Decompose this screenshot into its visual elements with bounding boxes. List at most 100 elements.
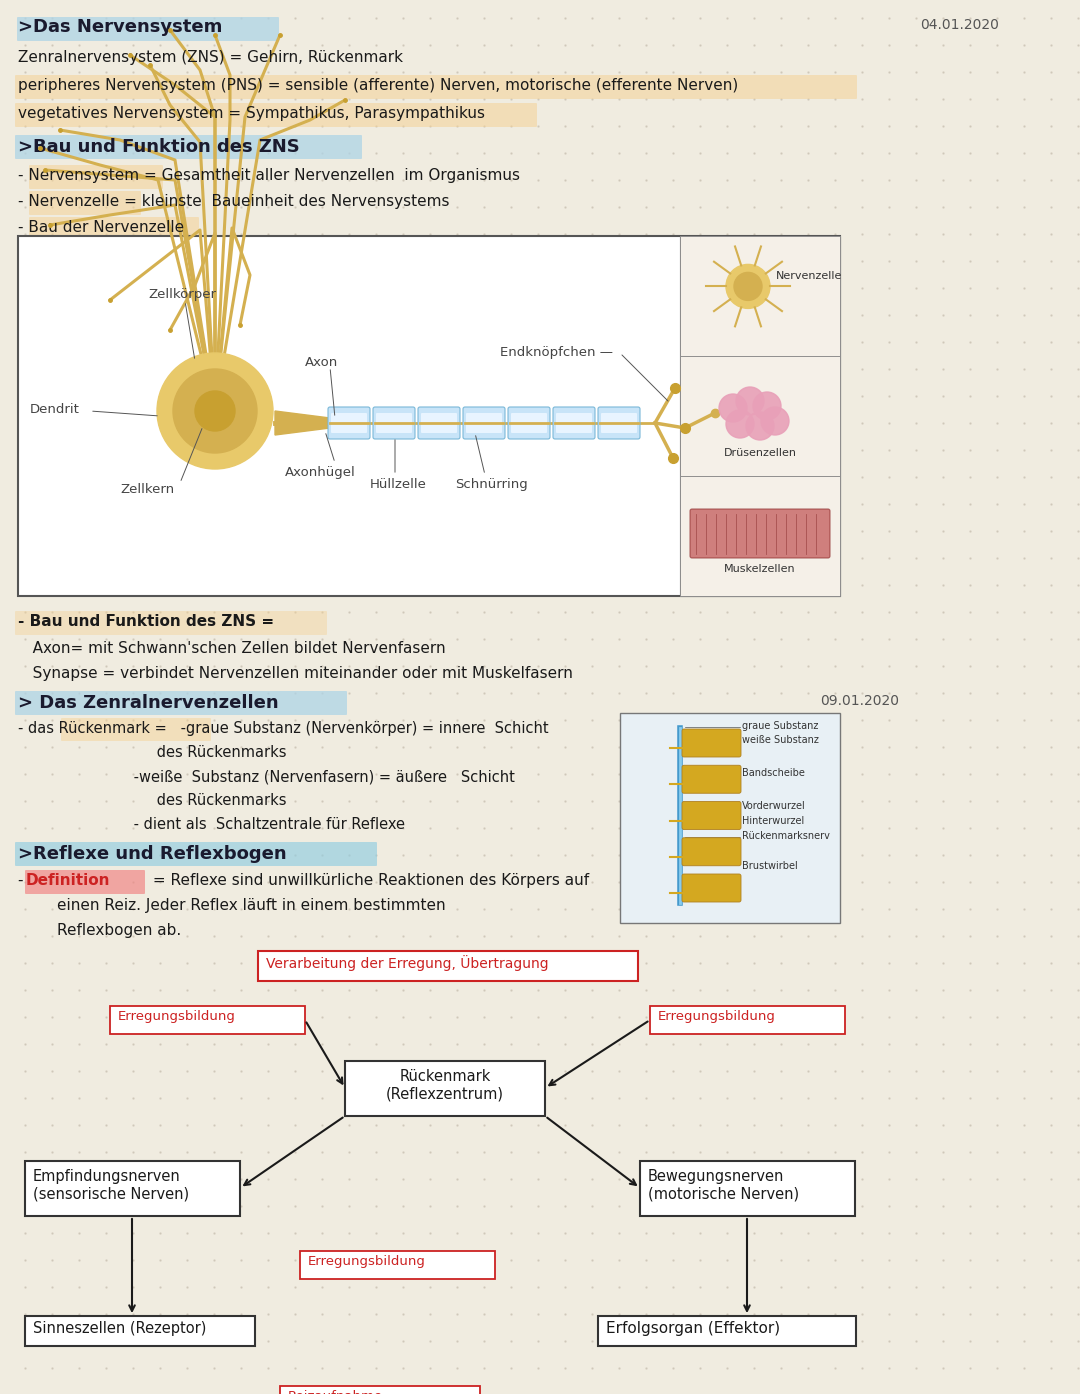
FancyBboxPatch shape [15,75,858,99]
Text: Endknöpfchen —: Endknöpfchen — [500,346,613,360]
Text: 04.01.2020: 04.01.2020 [920,18,999,32]
FancyBboxPatch shape [553,407,595,439]
Text: Bewegungsnerven
(motorische Nerven): Bewegungsnerven (motorische Nerven) [648,1170,799,1202]
Text: Vorderwurzel: Vorderwurzel [742,802,806,811]
Text: Rückenmarksnerv: Rückenmarksnerv [742,831,829,841]
Text: des Rückenmarks: des Rückenmarks [18,793,286,809]
Text: Zenralnervensystem (ZNS) = Gehirn, Rückenmark: Zenralnervensystem (ZNS) = Gehirn, Rücke… [18,50,403,66]
FancyBboxPatch shape [18,236,840,597]
Text: Bandscheibe: Bandscheibe [742,768,805,778]
Circle shape [734,272,762,300]
Circle shape [761,407,789,435]
FancyBboxPatch shape [373,407,415,439]
Text: Drüsenzellen: Drüsenzellen [724,447,797,459]
FancyBboxPatch shape [330,413,367,434]
Text: Erfolgsorgan (Effektor): Erfolgsorgan (Effektor) [606,1322,780,1335]
FancyBboxPatch shape [376,413,411,434]
Text: Rückenmark
(Reflexzentrum): Rückenmark (Reflexzentrum) [386,1069,504,1101]
FancyBboxPatch shape [465,413,502,434]
FancyBboxPatch shape [15,842,377,866]
FancyBboxPatch shape [25,1316,255,1347]
Circle shape [726,410,754,438]
Text: Reizaufnahme: Reizaufnahme [288,1390,383,1394]
FancyBboxPatch shape [681,838,741,866]
Text: Verarbeitung der Erregung, Übertragung: Verarbeitung der Erregung, Übertragung [266,955,549,972]
Text: -weiße  Substanz (Nervenfasern) = äußere   Schicht: -weiße Substanz (Nervenfasern) = äußere … [18,769,515,783]
Text: graue Substanz: graue Substanz [742,721,819,730]
Text: des Rückenmarks: des Rückenmarks [18,744,286,760]
Text: Reflexbogen ab.: Reflexbogen ab. [18,923,181,938]
Text: - das Rückenmark =   -graue Substanz (Nervenkörper) = innere  Schicht: - das Rückenmark = -graue Substanz (Nerv… [18,721,549,736]
FancyBboxPatch shape [556,413,592,434]
FancyBboxPatch shape [60,718,211,742]
Text: Dendrit: Dendrit [30,403,80,415]
Text: einen Reiz. Jeder Reflex läuft in einem bestimmten: einen Reiz. Jeder Reflex läuft in einem … [18,898,446,913]
Text: - Nervenzelle = kleinste  Baueinheit des Nervensystems: - Nervenzelle = kleinste Baueinheit des … [18,194,449,209]
FancyBboxPatch shape [280,1386,480,1394]
FancyBboxPatch shape [15,135,362,159]
FancyBboxPatch shape [29,164,163,190]
Text: Hinterwurzel: Hinterwurzel [742,815,805,827]
Text: Axon: Axon [305,355,338,369]
Text: >Reflexe und Reflexbogen: >Reflexe und Reflexbogen [18,845,286,863]
Text: - dient als  Schaltzentrale für Reflexe: - dient als Schaltzentrale für Reflexe [18,817,405,832]
FancyBboxPatch shape [508,407,550,439]
FancyBboxPatch shape [620,712,840,923]
FancyBboxPatch shape [640,1161,855,1216]
Text: Hüllzelle: Hüllzelle [370,478,427,491]
Text: vegetatives Nervensystem = Sympathikus, Parasympathikus: vegetatives Nervensystem = Sympathikus, … [18,106,485,121]
FancyBboxPatch shape [25,870,145,894]
FancyBboxPatch shape [681,729,741,757]
Circle shape [173,369,257,453]
FancyBboxPatch shape [15,611,327,636]
Text: weiße Substanz: weiße Substanz [742,735,819,744]
Text: Synapse = verbindet Nervenzellen miteinander oder mit Muskelfasern: Synapse = verbindet Nervenzellen miteina… [18,666,572,682]
FancyBboxPatch shape [345,1061,545,1117]
FancyBboxPatch shape [29,191,141,215]
Text: Empfindungsnerven
(sensorische Nerven): Empfindungsnerven (sensorische Nerven) [33,1170,189,1202]
Text: peripheres Nervensystem (PNS) = sensible (afferente) Nerven, motorische (efferen: peripheres Nervensystem (PNS) = sensible… [18,78,739,93]
FancyBboxPatch shape [680,355,840,475]
FancyBboxPatch shape [25,1161,240,1216]
FancyBboxPatch shape [300,1250,495,1280]
FancyBboxPatch shape [690,509,831,558]
FancyBboxPatch shape [15,103,537,127]
Circle shape [735,388,764,415]
Circle shape [726,265,770,308]
FancyBboxPatch shape [680,475,840,597]
Text: Definition: Definition [26,873,110,888]
FancyBboxPatch shape [328,407,370,439]
Text: Sinneszellen (Rezeptor): Sinneszellen (Rezeptor) [33,1322,206,1335]
Text: Erregungsbildung: Erregungsbildung [118,1011,235,1023]
FancyBboxPatch shape [110,1006,305,1034]
Text: - Bau und Funktion des ZNS =: - Bau und Funktion des ZNS = [18,613,274,629]
FancyBboxPatch shape [17,17,279,40]
Text: -: - [18,873,28,888]
Text: Axon= mit Schwann'schen Zellen bildet Nervenfasern: Axon= mit Schwann'schen Zellen bildet Ne… [18,641,446,657]
Text: >Bau und Funktion des ZNS: >Bau und Funktion des ZNS [18,138,300,156]
FancyBboxPatch shape [681,874,741,902]
FancyBboxPatch shape [598,1316,856,1347]
FancyBboxPatch shape [600,413,637,434]
Text: Nervenzelle: Nervenzelle [777,272,842,282]
Text: >Das Nervensystem: >Das Nervensystem [18,18,222,36]
Circle shape [746,413,774,441]
Text: Axonhügel: Axonhügel [285,466,355,480]
Text: Brustwirbel: Brustwirbel [742,861,798,871]
Circle shape [157,353,273,468]
FancyBboxPatch shape [680,236,840,355]
FancyBboxPatch shape [681,765,741,793]
Text: 09.01.2020: 09.01.2020 [820,694,899,708]
FancyBboxPatch shape [680,236,840,597]
Text: Muskelzellen: Muskelzellen [725,565,796,574]
FancyBboxPatch shape [421,413,457,434]
FancyBboxPatch shape [681,802,741,829]
Text: > Das Zenralnervenzellen: > Das Zenralnervenzellen [18,694,279,712]
Text: Erregungsbildung: Erregungsbildung [658,1011,775,1023]
Text: - Bau der Nervenzelle: - Bau der Nervenzelle [18,220,184,236]
FancyBboxPatch shape [511,413,546,434]
FancyBboxPatch shape [418,407,460,439]
Text: Zellkern: Zellkern [120,482,174,496]
Polygon shape [275,411,330,435]
Text: Zellkörper: Zellkörper [148,289,216,301]
